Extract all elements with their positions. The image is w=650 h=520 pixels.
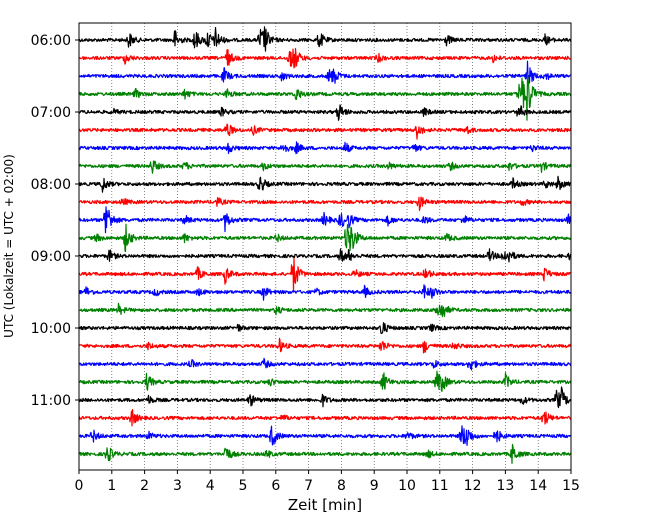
trace-line	[78, 322, 572, 335]
x-tick-label: 11	[431, 478, 449, 494]
x-tick-label: 2	[140, 478, 149, 494]
x-axis-ticks: 0 1 2 3 4 5 6 7 8 9 10 11 12 13 14 15	[75, 470, 580, 494]
trace-line	[78, 26, 572, 52]
trace-line	[78, 284, 572, 301]
y-tick-label: 11:00	[31, 393, 71, 409]
x-tick-label: 9	[370, 478, 379, 494]
x-tick-label: 13	[496, 478, 514, 494]
x-tick-label: 6	[271, 478, 280, 494]
x-tick-label: 14	[529, 478, 547, 494]
x-tick-label: 0	[75, 478, 84, 494]
trace-line	[78, 123, 572, 140]
trace-line	[78, 223, 572, 253]
trace-line	[78, 206, 572, 234]
x-tick-label: 3	[173, 478, 182, 494]
y-tick-label: 06:00	[31, 33, 71, 49]
x-tick-label: 12	[464, 478, 482, 494]
trace-line	[78, 409, 572, 427]
y-tick-label: 10:00	[31, 321, 71, 337]
x-tick-label: 4	[206, 478, 215, 494]
trace-line	[78, 73, 572, 121]
trace-line	[78, 357, 572, 371]
x-tick-label: 7	[304, 478, 313, 494]
y-tick-label: 07:00	[31, 105, 71, 121]
grid-lines	[111, 23, 539, 470]
x-tick-label: 10	[398, 478, 416, 494]
trace-line	[78, 337, 572, 354]
y-tick-label: 08:00	[31, 177, 71, 193]
x-tick-label: 1	[107, 478, 116, 494]
trace-line	[78, 386, 572, 409]
trace-line	[78, 141, 572, 155]
plot-frame	[78, 22, 572, 471]
trace-line	[78, 370, 572, 392]
y-tick-label: 09:00	[31, 249, 71, 265]
y-axis-label: UTC (Lokalzeit = UTC + 02:00)	[2, 154, 16, 338]
x-tick-label: 5	[239, 478, 248, 494]
trace-line	[78, 60, 572, 84]
trace-line	[78, 302, 572, 318]
trace-line	[78, 443, 572, 464]
trace-line	[78, 160, 572, 174]
trace-line	[78, 257, 572, 293]
trace-line	[78, 425, 572, 446]
x-tick-label: 8	[337, 478, 346, 494]
trace-line	[78, 175, 572, 193]
trace-line	[78, 248, 572, 263]
x-tick-label: 15	[562, 478, 580, 494]
trace-line	[78, 47, 572, 69]
trace-line	[78, 104, 572, 121]
x-axis-label: Zeit [min]	[288, 496, 362, 514]
y-axis-ticks: 06:00 07:00 08:00 09:00 10:00 11:00	[31, 33, 79, 409]
seismic-traces	[78, 26, 572, 464]
trace-line	[78, 196, 572, 212]
